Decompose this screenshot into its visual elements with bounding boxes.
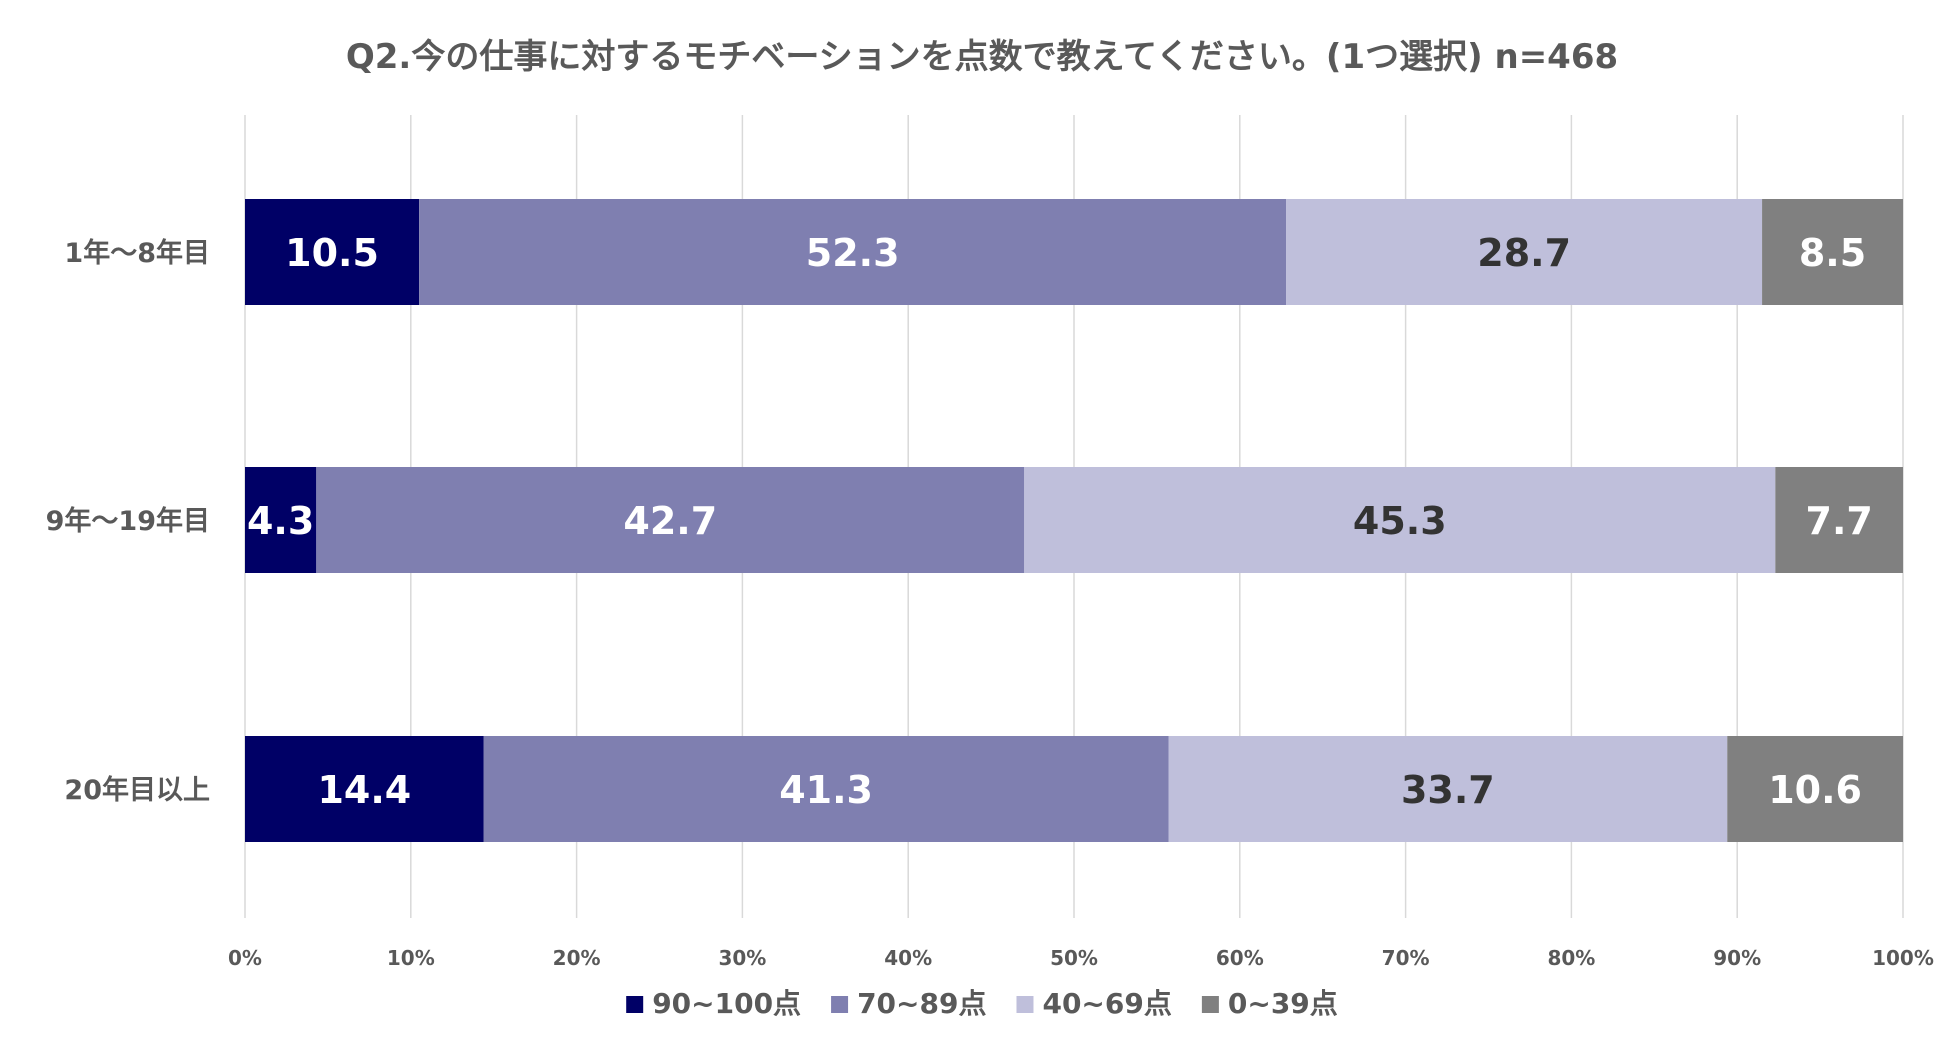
data-label: 14.4 (317, 768, 411, 812)
x-tick-label: 10% (387, 946, 435, 970)
x-tick-label: 20% (553, 946, 601, 970)
data-label: 4.3 (247, 499, 314, 543)
chart-title: Q2.今の仕事に対するモチベーションを点数で教えてください。(1つ選択) n=4… (346, 37, 1618, 77)
x-tick-label: 0% (228, 946, 262, 970)
bar-segment (245, 199, 420, 305)
legend-label: 0~39点 (1228, 987, 1338, 1020)
data-label: 41.3 (779, 768, 873, 812)
bar-segment (1286, 199, 1763, 305)
data-label: 52.3 (806, 231, 900, 275)
legend-swatch (1201, 996, 1219, 1013)
legend-label: 70~89点 (857, 987, 986, 1020)
legend: 90~100点 70~89点 40~69点 0~39点 (626, 987, 1338, 1020)
bar-segment (1762, 199, 1903, 305)
data-label: 7.7 (1806, 499, 1873, 543)
bar-segment (245, 467, 317, 573)
bar-segment (419, 199, 1287, 305)
data-label: 10.5 (285, 231, 379, 275)
x-tick-label: 30% (718, 946, 766, 970)
category-label: 20年目以上 (64, 774, 210, 806)
bar-segment (1024, 467, 1776, 573)
x-tick-label: 90% (1713, 946, 1761, 970)
x-tick-label: 100% (1872, 946, 1934, 970)
bar-segment (1727, 736, 1903, 842)
legend-swatch (626, 996, 644, 1013)
x-tick-label: 70% (1382, 946, 1430, 970)
bar-segment (245, 736, 484, 842)
bar-segment (1775, 467, 1903, 573)
bar-segment (316, 467, 1025, 573)
category-label: 1年～8年目 (64, 237, 210, 269)
legend-label: 40~69点 (1042, 987, 1171, 1020)
data-label: 42.7 (623, 499, 717, 543)
category-label: 9年～19年目 (46, 505, 210, 537)
x-tick-label: 40% (884, 946, 932, 970)
legend-swatch (831, 996, 849, 1013)
bar-segment (1168, 736, 1728, 842)
data-label: 28.7 (1477, 231, 1571, 275)
data-label: 33.7 (1401, 768, 1495, 812)
legend-item: 40~69点 (1016, 987, 1172, 1020)
category-labels: 1年～8年目 9年～19年目 20年目以上 (46, 237, 210, 806)
legend-item: 70~89点 (831, 987, 986, 1020)
legend-swatch (1016, 996, 1034, 1013)
bars: 10.5 52.3 28.7 8.5 4.3 42.7 45.3 7.7 14.4 41.3 33.… (245, 199, 1903, 842)
legend-item: 90~100点 (626, 987, 801, 1020)
x-axis-ticks: 0% 10% 20% 30% 40% 50% 60% 70% 80% 90% 100% (228, 946, 1934, 970)
x-tick-label: 80% (1547, 946, 1595, 970)
data-label: 10.6 (1768, 768, 1862, 812)
x-tick-label: 50% (1050, 946, 1098, 970)
data-label: 45.3 (1353, 499, 1447, 543)
data-label: 8.5 (1799, 231, 1866, 275)
legend-item: 0~39点 (1201, 987, 1338, 1020)
bar-segment (483, 736, 1169, 842)
legend-label: 90~100点 (652, 987, 801, 1020)
x-tick-label: 60% (1216, 946, 1264, 970)
